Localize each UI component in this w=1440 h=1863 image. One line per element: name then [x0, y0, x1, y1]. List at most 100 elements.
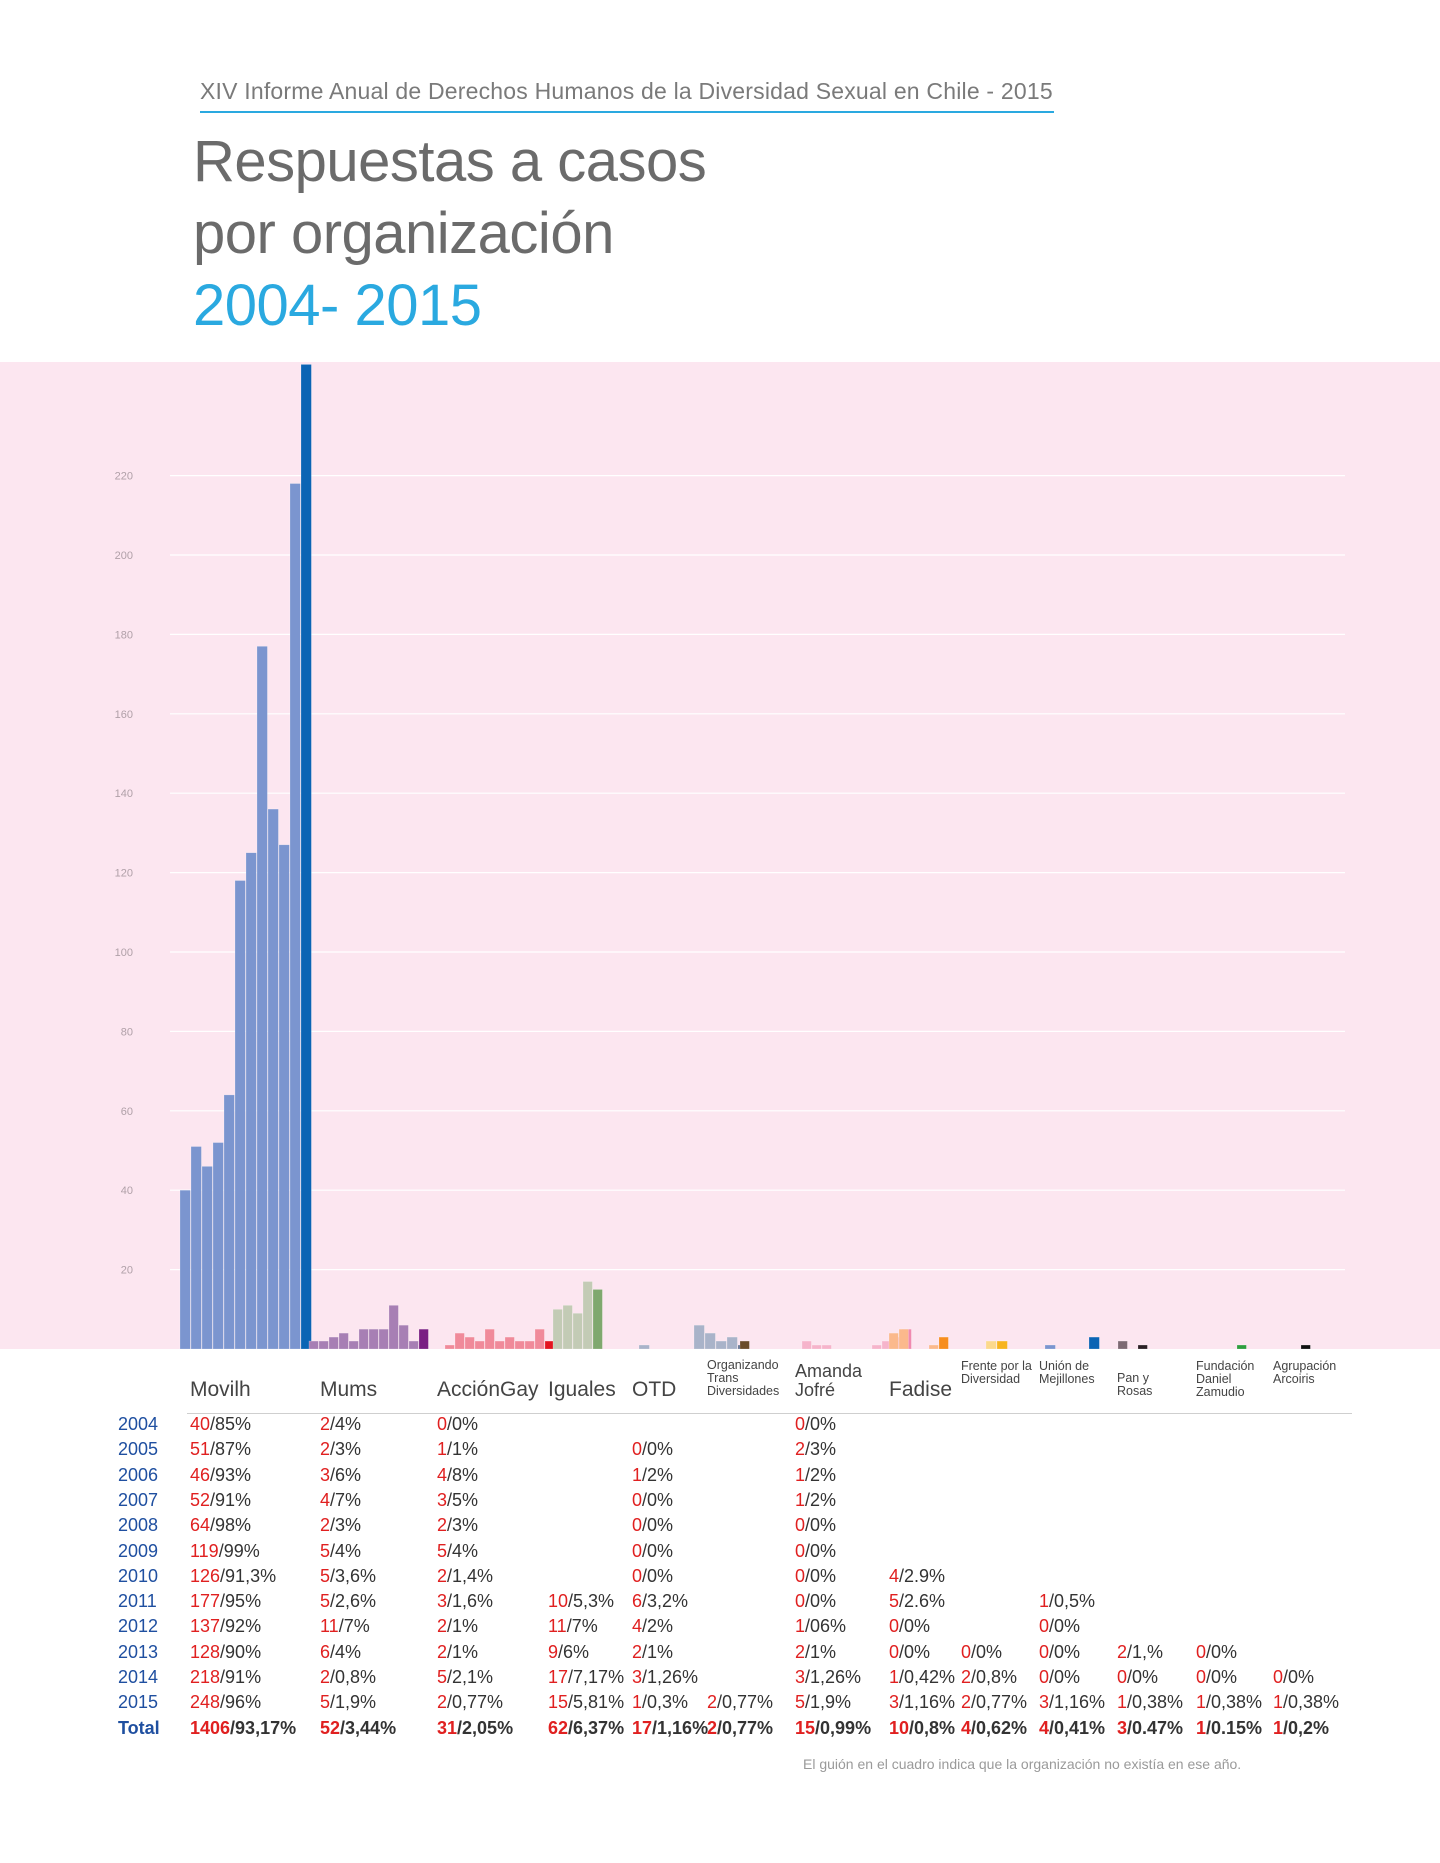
case-count: 0 [961, 1641, 972, 1662]
bar-3-2012 [562, 1305, 573, 1350]
bar-2-2014 [534, 1328, 545, 1350]
year-label: 2011 [118, 1591, 157, 1612]
bar-1-2007 [338, 1332, 349, 1350]
case-percentage: /87% [210, 1439, 252, 1460]
bar-1-2015 [418, 1328, 429, 1350]
table-cell: 51/87% [190, 1439, 251, 1460]
table-cell: 31/2,05% [437, 1718, 513, 1739]
case-count: 17 [548, 1667, 569, 1687]
case-percentage: /1,4% [447, 1565, 494, 1586]
case-percentage: /0,41% [1049, 1717, 1106, 1738]
case-percentage: /1,% [1127, 1641, 1164, 1662]
bar-11-2015 [1236, 1344, 1247, 1350]
case-count: 0 [632, 1565, 643, 1586]
table-cell: 1/0,2% [1273, 1718, 1329, 1739]
case-percentage: /0% [805, 1565, 837, 1586]
case-percentage: /0% [1049, 1641, 1081, 1662]
case-percentage: /2% [642, 1464, 674, 1485]
table-footnote: El guión en el cuadro indica que la orga… [803, 1756, 1242, 1772]
page-title-line-2: por organización [193, 201, 614, 266]
case-count: 0 [795, 1540, 806, 1561]
table-cell: 5/2,6% [320, 1591, 376, 1612]
case-percentage: /92% [220, 1616, 262, 1637]
table-cell: 0/0% [1039, 1667, 1080, 1688]
case-count: 46 [190, 1464, 211, 1485]
column-header: Movilh [190, 1378, 251, 1401]
case-percentage: /91% [220, 1667, 262, 1687]
table-cell: 9/6% [548, 1642, 589, 1663]
case-percentage: /6,37% [568, 1717, 625, 1738]
case-count: 4 [632, 1616, 643, 1637]
case-percentage: /1,9% [330, 1692, 377, 1713]
bar-4-2006 [638, 1344, 650, 1350]
table-cell: 2/0,77% [707, 1692, 773, 1713]
case-percentage: /3% [447, 1515, 479, 1536]
kicker-rule [200, 111, 1054, 113]
bar-7-2010 [888, 1332, 899, 1350]
case-percentage: /0% [805, 1591, 837, 1612]
table-cell: 1/2% [795, 1465, 836, 1486]
case-count: 1 [889, 1667, 900, 1687]
table-cell: 1/2% [632, 1465, 673, 1486]
case-count: 11 [548, 1616, 567, 1637]
case-count: 3 [632, 1667, 643, 1687]
case-percentage: /0% [642, 1489, 674, 1510]
table-cell: 5/4% [437, 1541, 478, 1562]
case-count: 15 [548, 1692, 569, 1713]
bar-1-2009 [358, 1328, 369, 1350]
case-count: 1 [1117, 1692, 1128, 1713]
table-cell: 2/0,77% [437, 1692, 503, 1713]
case-count: 4 [437, 1464, 448, 1485]
table-cell: 11/7% [320, 1616, 370, 1637]
table-cell: 5/1,9% [795, 1692, 851, 1713]
case-percentage: /6% [558, 1641, 590, 1662]
case-percentage: /8% [447, 1464, 479, 1485]
bar-3-2013 [572, 1313, 583, 1350]
case-count: 218 [190, 1667, 221, 1687]
case-percentage: /6% [330, 1464, 362, 1485]
y-tick-label: 60 [121, 1106, 133, 1118]
case-count: 2 [320, 1515, 331, 1536]
bar-1-2014 [408, 1340, 419, 1350]
table-cell: 0/0% [889, 1642, 930, 1663]
case-percentage: /5,3% [568, 1591, 615, 1612]
case-count: 5 [889, 1591, 900, 1612]
case-percentage: /0,5% [1049, 1591, 1096, 1612]
table-cell: 2/1% [795, 1642, 836, 1663]
case-count: 119 [190, 1540, 219, 1561]
case-percentage: /4% [330, 1414, 362, 1434]
table-cell: 0/0% [1196, 1642, 1237, 1663]
bar-2-2007 [464, 1336, 475, 1350]
bar-4-2013 [715, 1340, 727, 1350]
case-count: 2 [795, 1439, 806, 1460]
case-count: 0 [1196, 1641, 1207, 1662]
case-percentage: /4% [330, 1540, 362, 1561]
case-count: 1 [795, 1464, 806, 1485]
bar-0-2004 [179, 1189, 191, 1350]
case-count: 0 [1196, 1667, 1207, 1687]
table-cell: 2/0,77% [961, 1692, 1027, 1713]
case-percentage: /7% [566, 1616, 598, 1637]
case-percentage: /1% [447, 1616, 479, 1637]
bar-2-2005 [444, 1344, 455, 1350]
case-count: 248 [190, 1692, 221, 1713]
table-cell: 0/0% [632, 1541, 673, 1562]
table-cell: 3/1,16% [1039, 1692, 1105, 1713]
case-count: 1 [1273, 1717, 1284, 1738]
case-count: 0 [632, 1540, 643, 1561]
bar-1-2011 [378, 1328, 389, 1350]
table-cell: 1/0.15% [1196, 1718, 1262, 1739]
case-percentage: /0% [899, 1641, 931, 1662]
bar-0-2008 [223, 1094, 235, 1350]
case-percentage: /0,77% [447, 1692, 504, 1713]
case-count: 0 [1039, 1667, 1050, 1687]
bar-9-2015 [1088, 1336, 1100, 1350]
table-cell: 0/0% [1196, 1667, 1237, 1688]
case-count: 2 [437, 1692, 448, 1713]
case-count: 0 [632, 1489, 643, 1510]
bar-1-2013 [398, 1324, 409, 1350]
case-count: 6 [632, 1591, 643, 1612]
case-percentage: /2,1% [447, 1667, 494, 1687]
case-count: 5 [320, 1692, 331, 1713]
table-cell: 11/7% [548, 1616, 598, 1637]
